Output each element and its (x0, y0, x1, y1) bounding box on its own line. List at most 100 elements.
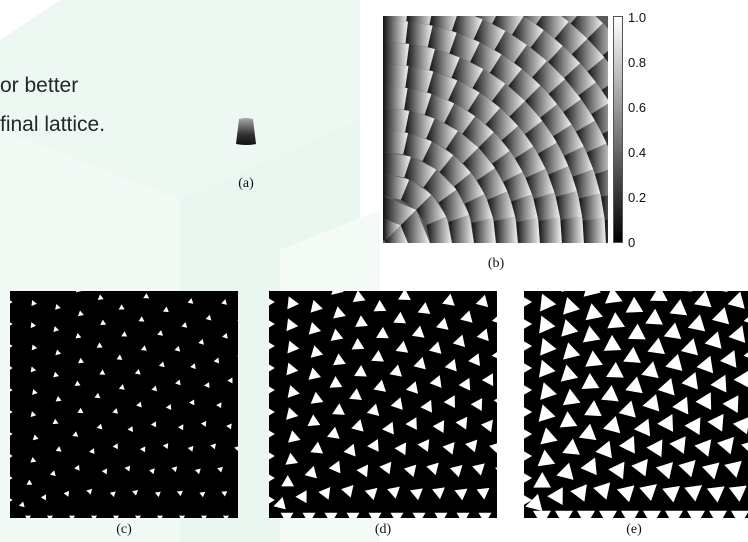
phase-cell (429, 16, 457, 31)
lattice-motif-c (78, 357, 84, 364)
phase-cell (405, 110, 435, 139)
phase-cell (383, 174, 410, 200)
phase-cell (383, 16, 407, 22)
lattice-motif-e (603, 416, 621, 434)
phase-cell (494, 30, 527, 63)
lattice-motif-e (625, 296, 644, 313)
lattice-motif-c (165, 404, 172, 411)
lattice-motif-c (190, 363, 196, 370)
lattice-motif-c (49, 470, 56, 477)
lattice-motif-c (136, 401, 142, 408)
lattice-motif-d (432, 420, 445, 433)
lattice-motif-e (582, 325, 601, 343)
phase-cell (601, 195, 608, 220)
phase-cell (492, 83, 526, 117)
lattice-motif-e (524, 447, 533, 465)
phase-cell (403, 132, 432, 161)
lattice-motif-d (491, 312, 497, 326)
lattice-motif-c (69, 515, 75, 518)
phase-cell (462, 116, 494, 148)
lattice-motif-c (10, 343, 13, 349)
lattice-motif-c (210, 443, 216, 450)
phase-cell (553, 124, 584, 156)
phase-cell (448, 80, 480, 111)
phase-cell (406, 43, 435, 71)
lattice-motif-e (687, 314, 706, 332)
phase-cell (548, 166, 578, 197)
lattice-motif-e (674, 291, 693, 292)
lattice-motif-e (639, 484, 657, 501)
lattice-motif-d (366, 403, 380, 417)
phase-cell (538, 217, 562, 243)
lattice-motif-c (10, 409, 13, 415)
lattice-motif-e (650, 291, 668, 302)
lattice-motif-d (286, 407, 299, 420)
lattice-motif-c (175, 379, 181, 386)
lattice-motif-d (318, 487, 331, 500)
lattice-motif-e (540, 337, 557, 356)
phase-cell (595, 169, 608, 197)
lattice-motif-c (118, 384, 125, 390)
lattice-motif-d (308, 367, 321, 380)
lattice-motif-e (555, 510, 573, 518)
phase-cell (548, 79, 582, 112)
caption-e: (e) (626, 522, 642, 537)
phase-cell (601, 85, 608, 100)
lattice-motif-d (330, 328, 344, 341)
lattice-motif-c (52, 418, 59, 425)
lattice-motif-c (10, 299, 13, 305)
lattice-motif-c (143, 293, 150, 299)
lattice-motif-c (55, 349, 62, 356)
phase-cell (383, 20, 408, 44)
phase-cell (383, 64, 409, 88)
lattice-motif-d (328, 460, 341, 474)
lattice-motif-e (657, 414, 674, 432)
lattice-motif-d (310, 391, 324, 404)
lattice-motif-d (269, 471, 275, 485)
lattice-motif-c (176, 490, 183, 497)
phase-cell (404, 87, 432, 115)
lattice-motif-c (31, 300, 37, 307)
lattice-motif-d (310, 345, 324, 358)
lattice-motif-c (55, 446, 62, 452)
phase-cell (515, 146, 546, 178)
lattice-motif-e (684, 417, 701, 435)
lattice-motif-c (40, 494, 46, 501)
lattice-motif-c (78, 310, 84, 317)
phase-cell (564, 146, 594, 177)
lattice-motif-c (121, 331, 128, 337)
phase-cell (422, 141, 454, 172)
phase-cell (555, 191, 583, 220)
lattice-motif-e (524, 359, 533, 377)
lattice-motif-d (444, 358, 457, 372)
lattice-motif-c (47, 515, 53, 518)
lattice-panel-c (10, 291, 238, 518)
phase-cell (477, 168, 508, 200)
colorbar (613, 16, 623, 243)
phase-cell (532, 60, 566, 94)
lattice-motif-c (216, 402, 222, 409)
lattice-motif-c (32, 434, 39, 441)
lattice-motif-c (227, 377, 233, 384)
lattice-motif-d (343, 443, 356, 457)
lattice-motif-e (601, 385, 619, 402)
lattice-motif-d (287, 340, 300, 354)
lattice-motif-e (642, 394, 660, 412)
lattice-motif-d (286, 362, 299, 376)
lattice-motif-e (578, 423, 597, 441)
lattice-motif-c (135, 515, 141, 518)
lattice-motif-c (72, 431, 79, 437)
lattice-motif-e (533, 472, 552, 488)
lattice-motif-e (743, 309, 748, 327)
lattice-motif-d (442, 293, 455, 306)
lattice-motif-c (97, 294, 104, 300)
lattice-motif-d (409, 488, 423, 501)
lattice-motif-c (112, 408, 119, 414)
lattice-motif-e (719, 350, 737, 368)
phase-cell (509, 100, 543, 134)
lattice-motif-e (629, 291, 651, 297)
lattice-motif-e (669, 436, 686, 454)
phase-cell (427, 25, 457, 54)
lattice-motif-c (237, 352, 238, 359)
phase-cell (448, 214, 474, 243)
